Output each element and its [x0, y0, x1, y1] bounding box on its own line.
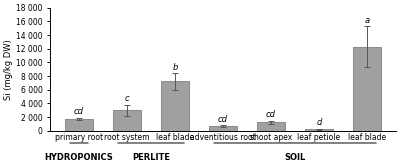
- Bar: [257, 122, 286, 131]
- Text: SOIL: SOIL: [284, 153, 306, 162]
- Bar: [305, 129, 334, 131]
- Text: c: c: [125, 94, 129, 103]
- Text: cd: cd: [266, 110, 276, 119]
- Text: d: d: [316, 118, 322, 127]
- Bar: [65, 119, 94, 131]
- Text: a: a: [364, 16, 370, 25]
- Bar: [113, 110, 142, 131]
- Bar: [353, 47, 382, 131]
- Bar: [209, 126, 238, 131]
- Y-axis label: Si (mg/kg DW): Si (mg/kg DW): [4, 39, 13, 100]
- Text: b: b: [172, 63, 178, 72]
- Text: cd: cd: [218, 115, 228, 124]
- Text: PERLITE: PERLITE: [132, 153, 170, 162]
- Text: cd: cd: [74, 107, 84, 116]
- Text: HYDROPONICS: HYDROPONICS: [45, 153, 113, 162]
- Bar: [161, 81, 190, 131]
